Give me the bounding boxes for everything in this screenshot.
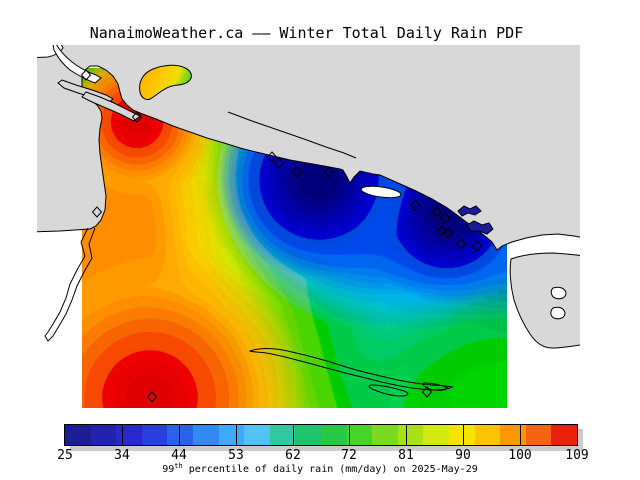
station-diamond-marker [273, 157, 285, 169]
colorbar-tick-label: 72 [341, 448, 357, 463]
harbour-inlet-2 [466, 220, 494, 235]
colorbar-segment [448, 425, 475, 445]
plot-title: NanaimoWeather.ca —— Winter Total Daily … [89, 24, 524, 42]
station-diamond-marker [266, 151, 278, 163]
colorbar-tick [122, 425, 123, 445]
station-diamond-marker [146, 391, 158, 403]
colorbar-tick [179, 425, 180, 445]
station-diamond-marker [455, 238, 467, 250]
colorbar-tick-label: 44 [171, 448, 187, 463]
colorbar-segment [474, 425, 501, 445]
colorbar-tick-label: 62 [285, 448, 301, 463]
colorbar-tick-label: 25 [57, 448, 73, 463]
colorbar-segment [320, 425, 347, 445]
caption-base: 99 [162, 464, 175, 475]
lens-island [360, 185, 402, 199]
colorbar-segment [167, 425, 193, 445]
colorbar-segment [218, 425, 245, 445]
colorbar-segment [500, 425, 526, 445]
station-diamond-marker [80, 69, 92, 81]
colorbar-bar [64, 424, 578, 446]
colorbar-segment [141, 425, 168, 445]
colorbar-tick [293, 425, 294, 445]
colorbar-segment [192, 425, 219, 445]
peninsula-finger-2 [81, 91, 141, 122]
station-diamond-marker [442, 227, 454, 239]
colorbar-tick-label: 81 [398, 448, 414, 463]
station-markers [80, 69, 483, 403]
colorbar-tick [406, 425, 407, 445]
inlet-line [227, 111, 357, 159]
harbour-inlet-1 [457, 205, 482, 217]
colorbar-tick-label: 109 [565, 448, 589, 463]
station-diamond-marker [291, 166, 303, 178]
colorbar-segment [269, 425, 296, 445]
colorbar-caption: 99th percentile of daily rain (mm/day) o… [0, 460, 640, 476]
colorbar-tick [236, 425, 237, 445]
station-diamond-marker [431, 206, 443, 218]
colorbar-segment [244, 425, 270, 445]
colorbar-segment [372, 425, 398, 445]
colorbar-tick-label: 100 [508, 448, 532, 463]
colorbar-segment [116, 425, 142, 445]
colorbar-tick-label: 53 [228, 448, 244, 463]
station-diamond-marker [131, 111, 143, 123]
mainland-landmass [37, 45, 580, 251]
colorbar-tick [463, 425, 464, 445]
colorbar-tick [349, 425, 350, 445]
colorbar-segment [551, 425, 577, 445]
station-diamond-marker [323, 166, 335, 178]
colorbar-segment [525, 425, 552, 445]
station-diamond-marker [471, 240, 483, 252]
station-diamond-marker [439, 212, 451, 224]
gulf-islands-outline [248, 348, 454, 391]
colorbar-segment [90, 425, 117, 445]
station-diamond-marker [91, 206, 103, 218]
station-diamond-marker [421, 386, 433, 398]
colorbar-tick-label: 34 [114, 448, 130, 463]
colorbar-segment [423, 425, 449, 445]
colorbar-tick [520, 425, 521, 445]
caption-superscript: th [174, 462, 183, 470]
station-diamond-marker [436, 225, 448, 237]
gulf-island-small-2 [422, 382, 449, 391]
station-diamond-marker [409, 199, 421, 211]
island-east-notch-2 [550, 306, 566, 320]
gulf-island-small-1 [368, 384, 409, 397]
colorbar-segment [346, 425, 373, 445]
colorbar-tick-label: 90 [455, 448, 471, 463]
outlined-island-top [139, 64, 192, 100]
island-east [509, 252, 580, 349]
colorbar-segment [65, 425, 91, 445]
colorbar-segment [295, 425, 321, 445]
colorbar-segment [397, 425, 424, 445]
island-sliver-outline-left [44, 227, 96, 342]
island-east-notch-1 [550, 286, 567, 300]
caption-rest: percentile of daily rain (mm/day) on 202… [182, 464, 478, 475]
